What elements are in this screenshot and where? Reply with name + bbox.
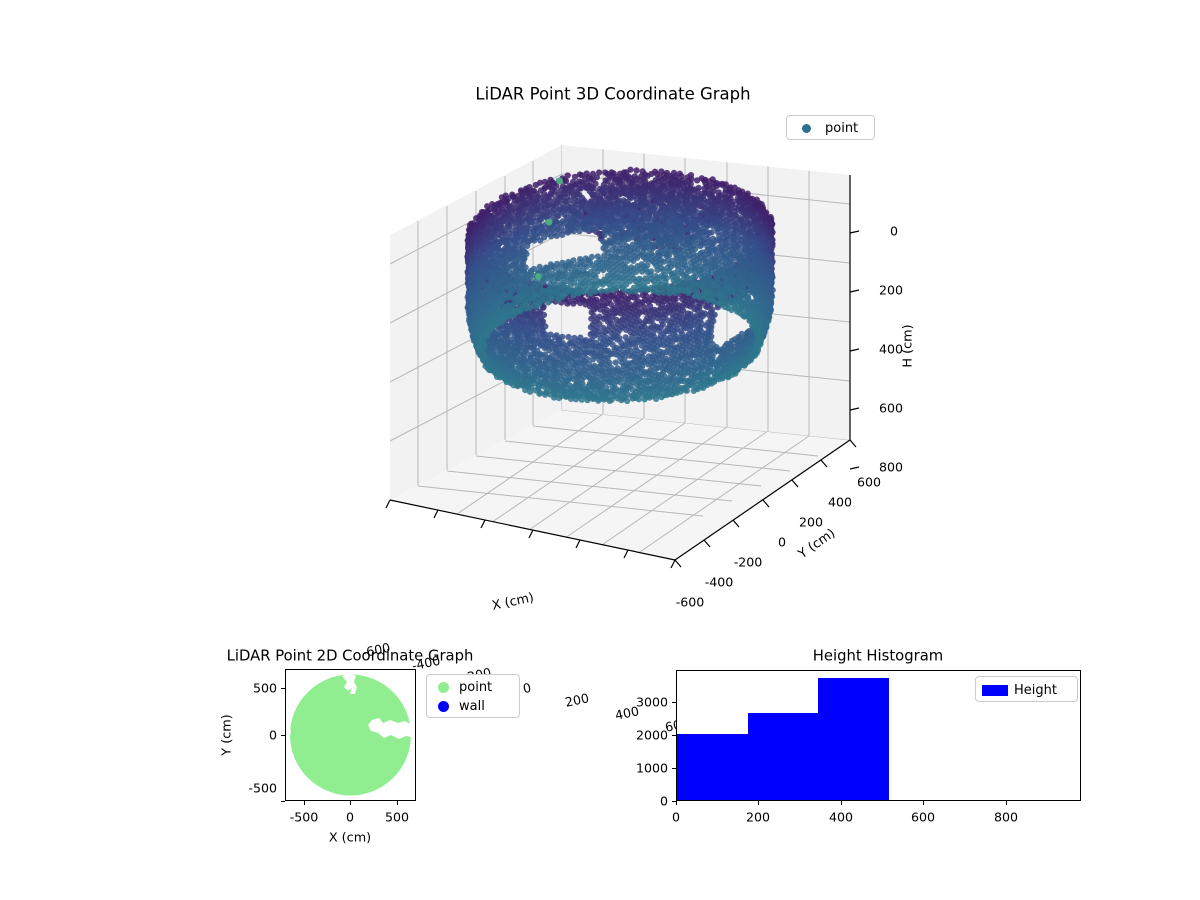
plot2d-xtick-label-0: -500 [289, 809, 319, 825]
circle-marker-icon [437, 682, 449, 693]
hist-xtick-mark-3 [923, 801, 925, 805]
ytick-label-4: 200 [798, 514, 824, 530]
legend-item-point-2d[interactable]: point [427, 678, 519, 697]
legend-marker-wall-2d-wrap [427, 701, 459, 712]
ytick-label-3: 0 [777, 534, 787, 550]
hist-ytick-mark-3 [672, 702, 676, 704]
hist-xtick-mark-0 [676, 801, 678, 805]
plot3d-axes[interactable]: -600 -400 -200 0 200 400 600 -600 -400 -… [330, 120, 916, 735]
plot3d-legend[interactable]: point [786, 115, 875, 140]
hist-ytick-label-2: 2000 [635, 727, 668, 743]
hist-xtick-mark-1 [758, 801, 760, 805]
plot2d-legend[interactable]: point wall [426, 674, 520, 718]
histogram-legend[interactable]: Height [975, 676, 1078, 702]
zticks-3d [849, 230, 860, 470]
legend-item-point-3d[interactable]: point [787, 118, 874, 139]
legend-label-height: Height [1014, 682, 1057, 698]
ytick-mark-2d-1 [281, 735, 285, 737]
ytick-label-0: -600 [675, 594, 705, 610]
xtick-mark-2d-1 [350, 801, 352, 805]
xtick-label-3: 0 [521, 679, 533, 697]
legend-label-point-2d: point [459, 680, 493, 695]
point-region-2d [290, 674, 411, 796]
hist-xtick-label-3: 600 [910, 809, 936, 825]
ytick-label-6: 600 [856, 474, 882, 490]
hist-xtick-mark-2 [841, 801, 843, 805]
hist-xtick-label-4: 800 [993, 809, 1019, 825]
hist-ytick-label-0: 0 [659, 793, 668, 809]
ytick-label-1: -400 [704, 574, 734, 590]
plot3d-zlabel: H (cm) [900, 324, 916, 368]
legend-marker-point-3d-wrap [787, 124, 825, 133]
hist-ytick-mark-0 [672, 801, 676, 803]
hist-xtick-mark-4 [1006, 801, 1008, 805]
ytick-mark-2d-2 [281, 688, 285, 690]
plot2d-xlabel: X (cm) [328, 830, 372, 846]
circle-marker-icon [437, 701, 449, 712]
circle-marker-icon [801, 124, 811, 133]
ztick-label-0: 0 [890, 223, 899, 239]
rect-swatch-icon [982, 684, 1008, 696]
plot2d-ytick-label-2: 500 [252, 680, 277, 696]
histogram-bar [747, 712, 819, 800]
plot3d-title: LiDAR Point 3D Coordinate Graph [475, 84, 751, 104]
ztick-label-1: 200 [879, 282, 904, 298]
yticks-3d [674, 439, 857, 568]
hist-ytick-mark-2 [672, 735, 676, 737]
histogram-bar [677, 733, 748, 800]
ytick-label-5: 400 [827, 494, 853, 510]
plot2d-xtick-label-1: 0 [345, 809, 355, 825]
point-cloud-3d [464, 166, 776, 405]
plot3d-canvas [385, 145, 860, 569]
xtick-mark-2d-0 [304, 801, 306, 805]
xticks-3d [385, 499, 676, 569]
plot2d-ytick-label-0: -500 [248, 780, 277, 796]
ytick-label-2: -200 [733, 554, 763, 570]
plot2d-canvas [287, 673, 415, 796]
histogram-bar [818, 678, 890, 800]
ztick-label-2: 400 [879, 341, 904, 357]
histogram-title: Height Histogram [812, 647, 944, 665]
plot2d-axes[interactable] [285, 669, 416, 801]
hist-ytick-label-1: 1000 [635, 760, 668, 776]
legend-marker-point-2d-wrap [427, 682, 459, 693]
legend-label-point-3d: point [825, 121, 859, 136]
ztick-label-4: 800 [879, 459, 904, 475]
hist-xtick-label-1: 200 [745, 809, 771, 825]
xtick-mark-2d-2 [397, 801, 399, 805]
hist-ytick-mark-1 [672, 768, 676, 770]
ytick-mark-2d-0 [281, 801, 285, 803]
ztick-label-3: 600 [879, 400, 904, 416]
gap-region-right [368, 718, 415, 739]
plot2d-ylabel: Y (cm) [219, 714, 235, 756]
legend-swatch-height-wrap [976, 684, 1014, 696]
hist-ytick-label-3: 3000 [635, 694, 668, 710]
legend-item-wall-2d[interactable]: wall [427, 697, 519, 716]
plot2d-xtick-label-2: 500 [384, 809, 410, 825]
gap-region-upper [342, 673, 357, 694]
plot2d-title: LiDAR Point 2D Coordinate Graph [226, 647, 474, 665]
gap-region-left-edge [287, 727, 291, 740]
hist-xtick-label-0: 0 [671, 809, 681, 825]
plot2d-ytick-label-1: 0 [268, 727, 277, 743]
xtick-label-4: 200 [563, 690, 591, 710]
hist-xtick-label-2: 400 [828, 809, 854, 825]
legend-item-height[interactable]: Height [976, 680, 1077, 700]
legend-label-wall-2d: wall [459, 699, 485, 714]
